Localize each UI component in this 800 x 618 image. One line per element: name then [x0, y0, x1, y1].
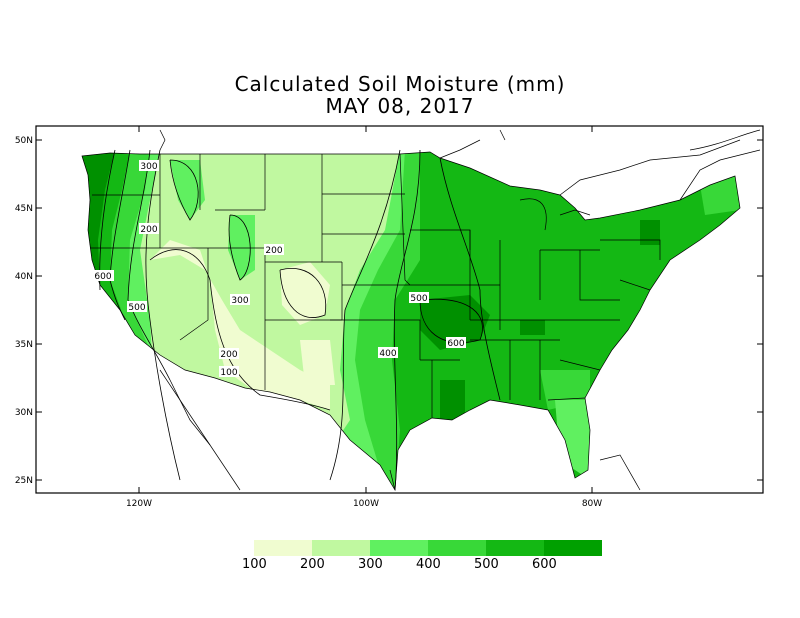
contour-labels: 300 200 600 500 200 300 200 100 500 400 … — [93, 160, 466, 378]
svg-text:200: 200 — [140, 225, 157, 235]
svg-text:400: 400 — [379, 349, 396, 359]
svg-text:200: 200 — [265, 246, 282, 256]
legend-swatch — [312, 540, 370, 556]
lon-tick-label: 80W — [582, 499, 602, 509]
lat-tick-label: 50N — [15, 136, 33, 146]
legend-swatch — [370, 540, 428, 556]
legend-label: 500 — [474, 557, 499, 572]
neighbor-coastlines — [159, 129, 761, 491]
lon-tick-label: 100W — [353, 499, 379, 509]
map-title: Calculated Soil Moisture (mm) — [234, 72, 566, 96]
state-borders — [81, 151, 741, 492]
contour-label: 400 — [378, 347, 398, 359]
svg-text:500: 500 — [410, 294, 427, 304]
contour-label: 300 — [230, 294, 250, 306]
svg-text:600: 600 — [447, 339, 464, 349]
contour-label: 100 — [219, 366, 239, 378]
lat-tick-label: 25N — [15, 476, 33, 486]
svg-text:300: 300 — [140, 162, 157, 172]
svg-text:500: 500 — [128, 303, 145, 313]
legend-swatch — [428, 540, 486, 556]
svg-text:200: 200 — [220, 350, 237, 360]
lat-tick-label: 35N — [15, 340, 33, 350]
lon-tick-label: 120W — [126, 499, 152, 509]
latitude-axis — [36, 139, 763, 481]
legend-label: 100 — [242, 557, 267, 572]
contour-label: 500 — [409, 292, 429, 304]
lat-tick-label: 30N — [15, 408, 33, 418]
legend-label: 200 — [300, 557, 325, 572]
svg-text:300: 300 — [231, 296, 248, 306]
svg-text:600: 600 — [94, 272, 111, 282]
lat-tick-label: 45N — [15, 204, 33, 214]
legend-label: 300 — [358, 557, 383, 572]
contour-label: 500 — [127, 301, 147, 313]
legend-swatch — [254, 540, 312, 556]
contour-label: 600 — [93, 270, 114, 282]
svg-text:100: 100 — [220, 368, 237, 378]
contour-label: 200 — [219, 348, 239, 360]
contour-label: 200 — [264, 244, 284, 256]
color-legend — [254, 540, 602, 556]
contour-label: 200 — [139, 223, 159, 235]
legend-label: 600 — [532, 557, 557, 572]
legend-swatch — [544, 540, 602, 556]
longitude-labels: 120W 100W 80W — [126, 499, 602, 509]
map-date: MAY 08, 2017 — [325, 94, 475, 118]
legend-swatch — [486, 540, 544, 556]
lat-tick-label: 40N — [15, 272, 33, 282]
contour-lines — [99, 149, 501, 491]
latitude-labels: 50N 45N 40N 35N 30N 25N — [15, 136, 33, 486]
legend-label: 400 — [416, 557, 441, 572]
contour-label: 300 — [139, 160, 159, 172]
contour-label: 600 — [446, 337, 466, 349]
longitude-axis — [138, 126, 593, 493]
